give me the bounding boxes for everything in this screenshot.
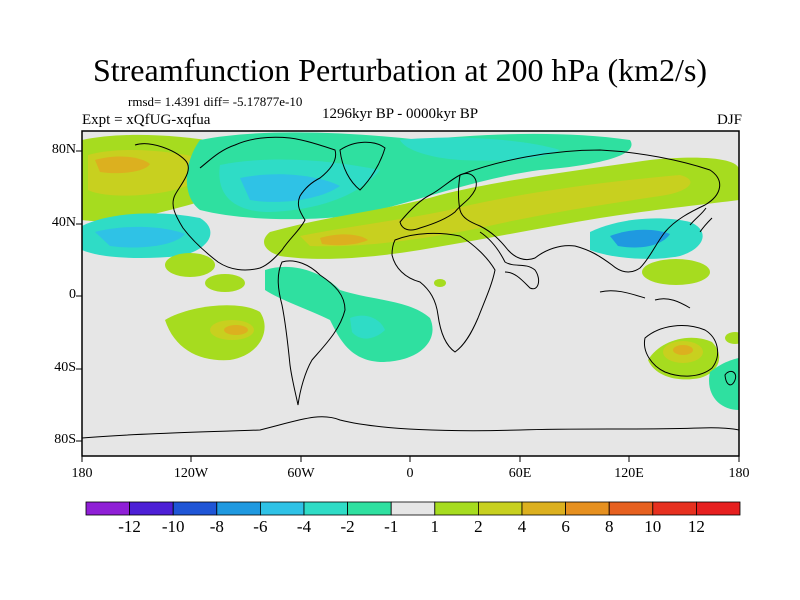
colorbar-box — [347, 501, 392, 516]
lat-tick-label: 0 — [69, 287, 76, 302]
coastline-japan — [689, 207, 713, 233]
colorbar-label: -10 — [161, 517, 185, 536]
colorbar-label: 4 — [517, 517, 527, 536]
colorbar-box — [216, 501, 261, 516]
season-label: DJF — [716, 112, 742, 128]
coastline-australia — [643, 325, 719, 377]
lon-tick-label: 60W — [287, 466, 315, 481]
coastline-arabia-india — [479, 231, 540, 290]
lon-tick-label: 180 — [728, 466, 750, 481]
contour-negative-satlantic-core — [350, 315, 385, 339]
colorbar-box — [696, 501, 741, 516]
colorbar-label: -1 — [384, 517, 399, 536]
lon-tick-label: 60E — [508, 466, 532, 481]
tick-marks — [76, 150, 740, 462]
period-label: 1296kyr BP - 0000kyr BP — [322, 106, 479, 122]
coastline-greenland — [339, 141, 386, 191]
colorbar-label: 1 — [430, 517, 440, 536]
coastline-europe — [399, 173, 477, 231]
lon-tick-label: 120E — [614, 466, 644, 481]
contour-positive-npacific-peak — [95, 156, 150, 174]
coastlines — [82, 136, 739, 439]
contour-negative-wpacific-core — [610, 229, 670, 248]
colorbar — [85, 501, 741, 516]
contour-positive-blob-c — [642, 259, 710, 285]
contour-positive-eurasia-peak — [320, 234, 368, 246]
colorbar-box — [85, 501, 130, 516]
chart-title: Streamfunction Perturbation at 200 hPa (… — [92, 52, 708, 88]
contour-negative-arctic — [400, 137, 560, 161]
coastline-antarctica — [82, 416, 739, 439]
lon-tick-label: 0 — [406, 466, 414, 481]
colorbar-label: 6 — [561, 517, 570, 536]
contour-positive-blob-d — [434, 279, 446, 287]
lat-tick-label: 40S — [54, 360, 76, 375]
contour-positive-edge — [725, 332, 739, 344]
contour-positive-blob-a — [165, 253, 215, 277]
colorbar-box — [390, 501, 436, 516]
lat-tick-label: 40N — [51, 215, 76, 230]
coastline-africa — [391, 232, 496, 353]
colorbar-box — [521, 501, 566, 516]
colorbar-label: 12 — [687, 517, 705, 536]
colorbar-box — [303, 501, 348, 516]
colorbar-label: -12 — [118, 517, 141, 536]
colorbar-box — [129, 501, 174, 516]
colorbar-box — [172, 501, 218, 516]
colorbar-label: 8 — [604, 517, 614, 536]
colorbar-label: 10 — [644, 517, 662, 536]
colorbar-box — [608, 501, 654, 516]
experiment-label: Expt = xQfUG-xqfua — [82, 112, 211, 128]
coastline-asia — [458, 149, 720, 273]
lon-tick-label: 120W — [173, 466, 209, 481]
colorbar-label: 2 — [474, 517, 483, 536]
contour-positive-spacific-peak — [224, 325, 248, 335]
coastline-north-america — [134, 136, 337, 271]
colorbar-box — [477, 501, 523, 516]
lat-tick-label: 80N — [51, 142, 76, 157]
stats-text: rmsd= 1.4391 diff= -5.17877e-10 — [128, 94, 303, 109]
coastline-indonesia — [599, 290, 691, 309]
contour-positive-eurasia-core — [300, 175, 691, 247]
contour-negative-nepacific-core — [95, 226, 185, 248]
colorbar-label: -2 — [340, 517, 355, 536]
colorbar-box — [565, 501, 610, 516]
contour-positive-australia-peak — [673, 345, 693, 355]
contour-positive-blob-b — [205, 274, 245, 292]
colorbar-label: -6 — [253, 517, 268, 536]
coastline-new-zealand — [724, 370, 737, 386]
colorbar-box — [259, 501, 305, 516]
lat-tick-label: 80S — [54, 432, 76, 447]
colorbar-label: -8 — [209, 517, 224, 536]
contour-negative-satlantic — [265, 266, 433, 362]
colorbar-box — [434, 501, 479, 516]
lon-tick-label: 180 — [71, 466, 93, 481]
colorbar-box — [652, 501, 697, 516]
coastline-south-america — [277, 260, 346, 406]
colorbar-label: -4 — [296, 517, 312, 536]
